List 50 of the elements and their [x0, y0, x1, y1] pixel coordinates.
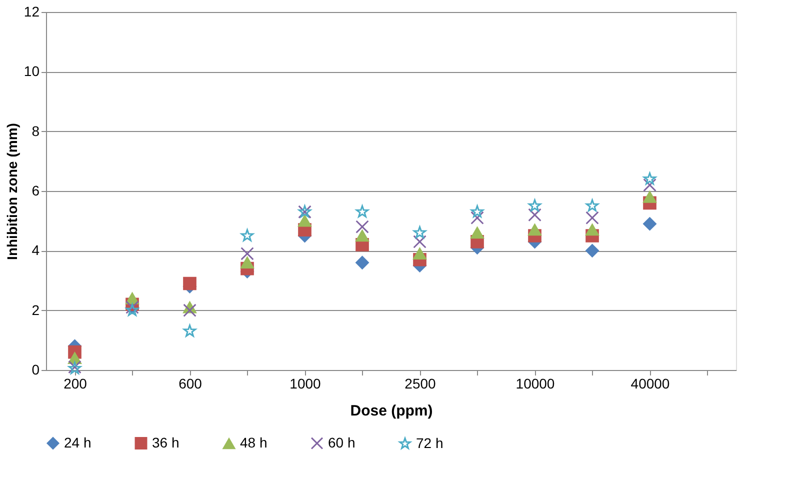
point [183, 304, 196, 317]
point [126, 304, 139, 316]
x-axis-title: Dose (ppm) [350, 402, 433, 420]
legend-label: 48 h [240, 434, 268, 451]
point [643, 191, 656, 203]
point [528, 199, 542, 212]
point [528, 208, 542, 222]
legend-label: 24 h [64, 434, 92, 450]
y-tick-label: 10 [24, 63, 40, 80]
point [586, 224, 599, 236]
point [470, 226, 484, 239]
point [356, 205, 369, 218]
point [413, 226, 426, 238]
point [356, 256, 369, 270]
point [126, 292, 139, 304]
point [586, 211, 599, 225]
legend-label: 72 h [416, 434, 444, 451]
y-tick-label: 4 [32, 242, 40, 258]
point [586, 199, 599, 212]
point [183, 324, 196, 337]
y-tick-label: 2 [32, 302, 40, 318]
point [470, 211, 484, 225]
point [240, 229, 254, 242]
legend-label: 36 h [152, 434, 180, 450]
y-tick-label: 0 [32, 362, 40, 378]
y-axis-title: Inhibition zone (mm) [4, 123, 20, 260]
point [643, 172, 656, 185]
point [470, 205, 484, 218]
point [643, 178, 656, 192]
x-tick-label: 10000 [516, 376, 555, 392]
point [356, 220, 369, 234]
point [643, 217, 656, 230]
x-tick-label: 2500 [404, 376, 436, 392]
point [298, 214, 312, 227]
y-tick-label: 12 [24, 4, 40, 20]
legend-label: 60 h [328, 434, 356, 450]
point [183, 276, 196, 290]
point [240, 246, 254, 260]
y-tick-label: 8 [32, 122, 40, 139]
point [413, 235, 426, 248]
x-tick-label: 40000 [630, 376, 670, 392]
x-tick-label: 1000 [290, 376, 322, 392]
point [528, 224, 542, 236]
point [413, 248, 426, 260]
x-tick-label: 200 [64, 376, 88, 392]
point [586, 244, 599, 258]
point [240, 256, 254, 268]
point [356, 230, 369, 242]
x-tick-label: 600 [178, 376, 202, 392]
y-tick-label: 6 [32, 182, 40, 198]
